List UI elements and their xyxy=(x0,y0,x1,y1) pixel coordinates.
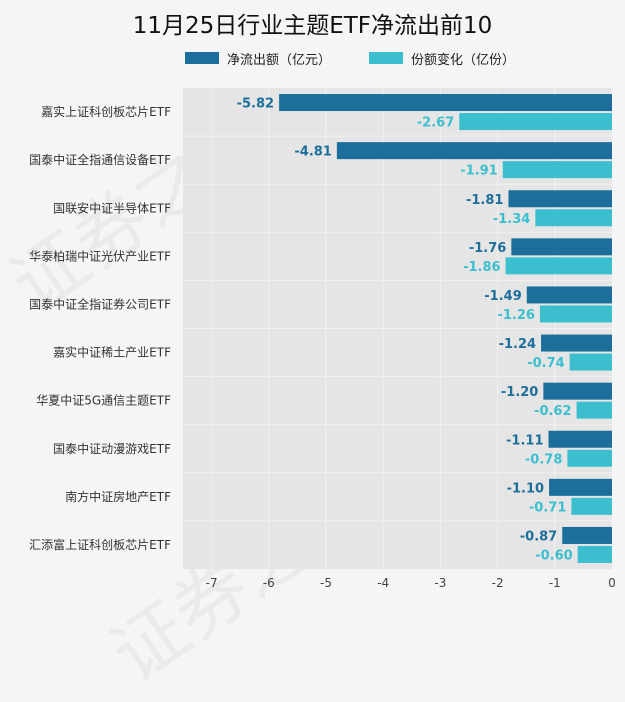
bar-share-change xyxy=(535,209,612,227)
bar-share-change xyxy=(571,497,612,515)
bar-net-outflow xyxy=(508,190,612,208)
category-label: 国联安中证半导体ETF xyxy=(53,200,171,215)
bar-net-outflow xyxy=(562,526,612,544)
bar-chart: -5.82 -2.67 -4.81 -1.91 -1.81 -1.34 -1.76 -1.86… xyxy=(29,88,616,590)
bar-share-change xyxy=(502,161,612,179)
category-label: 国泰中证动漫游戏ETF xyxy=(53,441,171,456)
data-label-share-change: -2.67 xyxy=(417,116,454,131)
legend: 净流出额（亿元） 份额变化（亿份） xyxy=(185,48,553,68)
data-label-share-change: -1.86 xyxy=(463,260,500,275)
category-label: 汇添富上证科创板芯片ETF xyxy=(29,537,171,552)
category-label: 嘉实中证稀土产业ETF xyxy=(53,345,171,360)
x-tick-label: -7 xyxy=(206,576,218,590)
data-label-net-outflow: -1.81 xyxy=(466,193,503,208)
x-tick-label: -3 xyxy=(434,576,446,590)
data-label-net-outflow: -1.11 xyxy=(506,433,543,448)
bar-share-change xyxy=(459,113,612,131)
bars xyxy=(279,94,612,563)
data-label-net-outflow: -1.76 xyxy=(469,241,506,256)
category-label: 国泰中证全指通信设备ETF xyxy=(29,152,171,167)
x-axis-ticks: -7 -6 -5 -4 -3 -2 -1 0 xyxy=(206,576,616,590)
bar-share-change xyxy=(577,545,612,563)
bar-net-outflow xyxy=(549,478,612,496)
legend-swatch-net-outflow xyxy=(185,52,219,64)
data-label-share-change: -1.34 xyxy=(493,212,530,227)
legend-swatch-share-change xyxy=(369,52,404,64)
bar-net-outflow xyxy=(526,286,612,304)
category-label: 嘉实上证科创板芯片ETF xyxy=(41,104,171,119)
bar-net-outflow xyxy=(543,382,612,400)
data-label-net-outflow: -1.10 xyxy=(507,481,544,496)
data-label-net-outflow: -1.24 xyxy=(499,337,536,352)
data-label-share-change: -0.60 xyxy=(535,548,572,563)
data-label-share-change: -0.62 xyxy=(534,404,571,419)
data-label-net-outflow: -4.81 xyxy=(294,145,331,160)
x-tick-label: -1 xyxy=(549,576,561,590)
grid-lines xyxy=(183,88,613,569)
bar-net-outflow xyxy=(511,238,612,256)
bar-share-change xyxy=(505,257,612,275)
bar-share-change xyxy=(569,353,612,371)
category-label: 南方中证房地产ETF xyxy=(65,489,171,504)
data-label-net-outflow: -1.20 xyxy=(501,385,538,400)
data-labels: -5.82 -2.67 -4.81 -1.91 -1.81 -1.34 -1.76 -1.86… xyxy=(237,97,573,564)
data-label-net-outflow: -5.82 xyxy=(237,97,274,112)
data-label-share-change: -1.26 xyxy=(497,308,534,323)
data-label-net-outflow: -1.49 xyxy=(484,289,521,304)
x-tick-label: -5 xyxy=(320,576,332,590)
category-label: 华夏中证5G通信主题ETF xyxy=(36,393,171,408)
category-labels: 嘉实上证科创板芯片ETF 国泰中证全指通信设备ETF 国联安中证半导体ETF 华泰柏瑞… xyxy=(29,104,171,552)
legend-label-net-outflow: 净流出额（亿元） xyxy=(227,52,332,68)
legend-label-share-change: 份额变化（亿份） xyxy=(411,52,516,68)
x-tick-label: -6 xyxy=(263,576,275,590)
legend-item-share-change[interactable]: 份额变化（亿份） xyxy=(369,49,515,68)
category-label: 华泰柏瑞中证光伏产业ETF xyxy=(29,248,171,263)
bar-share-change xyxy=(567,449,612,467)
bar-share-change xyxy=(576,401,612,419)
data-label-share-change: -0.78 xyxy=(525,452,562,467)
data-label-share-change: -1.91 xyxy=(460,164,497,179)
bar-net-outflow xyxy=(548,430,612,448)
bar-net-outflow xyxy=(336,142,612,160)
data-label-share-change: -0.74 xyxy=(527,356,564,371)
x-tick-label: 0 xyxy=(608,576,616,590)
data-label-net-outflow: -0.87 xyxy=(520,529,557,544)
bar-net-outflow xyxy=(279,94,612,112)
bar-share-change xyxy=(539,305,612,323)
data-label-share-change: -0.71 xyxy=(529,500,566,515)
chart-title: 11月25日行业主题ETF净流出前10 xyxy=(132,13,493,39)
category-label: 国泰中证全指证券公司ETF xyxy=(29,296,171,311)
x-tick-label: -4 xyxy=(377,576,389,590)
bar-net-outflow xyxy=(541,334,612,352)
legend-item-net-outflow[interactable]: 净流出额（亿元） xyxy=(185,49,331,68)
x-tick-label: -2 xyxy=(492,576,504,590)
